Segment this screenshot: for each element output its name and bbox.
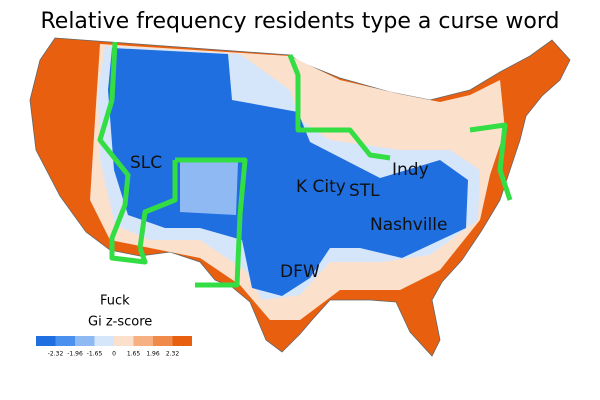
- map-title: Relative frequency residents type a curs…: [40, 9, 559, 34]
- legend-tick: -2.32: [48, 351, 64, 358]
- legend-tick: 2.32: [166, 351, 180, 358]
- legend-swatch: [133, 336, 153, 346]
- legend-tick: 1.65: [127, 351, 141, 358]
- legend-swatch: [94, 336, 114, 346]
- legend-tick: -1.96: [67, 351, 83, 358]
- city-label: SLC: [130, 153, 162, 173]
- legend-swatch: [114, 336, 134, 346]
- legend-tick: -1.65: [87, 351, 103, 358]
- legend-swatch: [36, 336, 56, 346]
- map-shapes: [29, 37, 571, 357]
- legend-tick: 0: [112, 351, 116, 358]
- city-label: STL: [349, 181, 380, 201]
- mid-blue: [180, 160, 238, 215]
- legend: -2.32 -1.96 -1.65 0 1.65 1.96 2.32: [36, 336, 192, 358]
- blue-region: [108, 48, 468, 296]
- city-label: K City: [296, 177, 346, 197]
- state-borders: [97, 41, 513, 288]
- legend-title: Gi z-score: [88, 315, 152, 330]
- city-label: Indy: [392, 160, 429, 180]
- city-label: DFW: [280, 262, 320, 282]
- legend-swatch: [153, 336, 173, 346]
- city-label: Nashville: [370, 215, 447, 235]
- legend-swatch: [75, 336, 95, 346]
- legend-swatch: [55, 336, 75, 346]
- legend-swatch: [172, 336, 192, 346]
- legend-tick: 1.96: [146, 351, 160, 358]
- legend-word: Fuck: [100, 294, 130, 309]
